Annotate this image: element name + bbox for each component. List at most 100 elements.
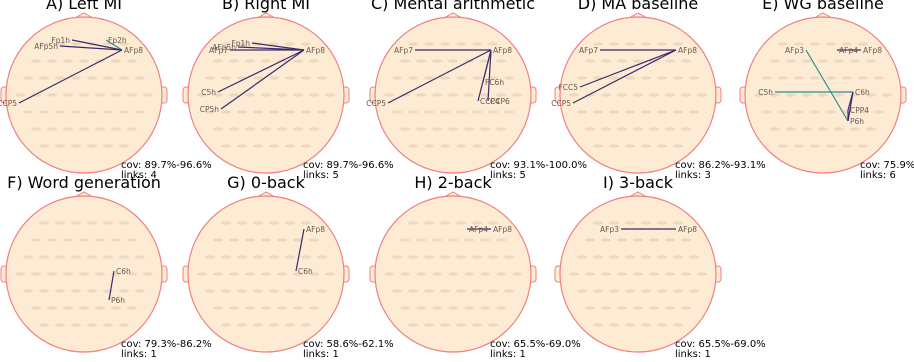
ghost-electrode [31, 272, 41, 276]
ghost-electrode [277, 272, 287, 276]
ghost-electrode [408, 76, 418, 80]
ghost-electrode [261, 238, 271, 242]
ghost-electrode [424, 323, 434, 327]
ghost-electrode [143, 93, 153, 97]
ghost-electrode [392, 255, 402, 259]
connectivity-link [487, 49, 492, 102]
ghost-electrode [593, 144, 603, 148]
ghost-electrode [103, 76, 113, 80]
ghost-electrode [649, 238, 659, 242]
ghost-electrode [71, 221, 81, 225]
ghost-electrode [400, 306, 410, 310]
ghost-electrode [293, 238, 303, 242]
ghost-electrode [39, 144, 49, 148]
ghost-electrode [103, 255, 113, 259]
ghost-electrode [301, 76, 311, 80]
ghost-electrode [480, 306, 490, 310]
panel-title: E) WG baseline [762, 0, 884, 13]
ghost-electrode [31, 306, 41, 310]
ghost-electrode [384, 272, 394, 276]
channel-label: AFp5h [212, 43, 236, 52]
ghost-electrode [496, 93, 506, 97]
ghost-electrode [197, 272, 207, 276]
ghost-electrode [87, 289, 97, 293]
ghost-electrode [585, 127, 595, 131]
ghost-electrode [55, 289, 65, 293]
ghost-electrode [39, 221, 49, 225]
channel-label: AFp3 [785, 46, 804, 55]
ghost-electrode [601, 127, 611, 131]
ghost-electrode [512, 272, 522, 276]
ghost-electrode [119, 42, 129, 46]
ghost-electrode [834, 93, 844, 97]
channel-label: Fp2h [108, 36, 127, 45]
ghost-electrode [79, 93, 89, 97]
ghost-electrode [496, 238, 506, 242]
ghost-electrode [400, 127, 410, 131]
ghost-electrode [285, 42, 295, 46]
connectivity-link [477, 49, 492, 102]
ghost-electrode [55, 110, 65, 114]
ghost-electrode [63, 59, 73, 63]
ghost-electrode [488, 110, 498, 114]
coverage-text: cov: 89.7%-96.6% [303, 160, 394, 171]
ghost-electrode [818, 93, 828, 97]
ghost-electrode [488, 221, 498, 225]
ghost-electrode [778, 76, 788, 80]
ghost-electrode [778, 144, 788, 148]
links-count-text: links: 6 [860, 170, 896, 181]
ghost-electrode [392, 76, 402, 80]
ghost-electrode [277, 127, 287, 131]
ghost-electrode [593, 42, 603, 46]
channel-label: AFp8 [493, 225, 512, 234]
channel-label: AFp4 [469, 225, 488, 234]
ghost-electrode [448, 127, 458, 131]
ghost-electrode [593, 323, 603, 327]
links-count-text: links: 1 [303, 349, 339, 360]
links-count-text: links: 5 [490, 170, 526, 181]
ghost-electrode [111, 93, 121, 97]
ghost-electrode [464, 238, 474, 242]
ghost-electrode [858, 42, 868, 46]
ghost-electrode [213, 59, 223, 63]
ghost-electrode [408, 255, 418, 259]
ghost-electrode [673, 221, 683, 225]
ghost-electrode [601, 93, 611, 97]
ghost-electrode [285, 255, 295, 259]
ghost-electrode [213, 93, 223, 97]
ghost-electrode [79, 238, 89, 242]
connectivity-link [71, 39, 123, 51]
ghost-electrode [261, 306, 271, 310]
ghost-electrode [79, 306, 89, 310]
ghost-electrode [770, 127, 780, 131]
ghost-electrode [641, 255, 651, 259]
ghost-electrode [504, 110, 514, 114]
ghost-electrode [649, 272, 659, 276]
ghost-electrode [641, 323, 651, 327]
channel-label: CCP6 [490, 97, 510, 106]
ghost-electrode [127, 93, 137, 97]
ghost-electrode [810, 110, 820, 114]
ghost-electrode [609, 289, 619, 293]
ghost-electrode [245, 238, 255, 242]
ghost-electrode [424, 42, 434, 46]
ghost-electrode [866, 59, 876, 63]
ghost-electrode [657, 110, 667, 114]
ghost-electrode [874, 76, 884, 80]
ghost-electrode [641, 289, 651, 293]
links-count-text: links: 3 [675, 170, 711, 181]
ghost-electrode [826, 144, 836, 148]
ghost-electrode [625, 76, 635, 80]
ghost-electrode [103, 110, 113, 114]
ghost-electrode [237, 42, 247, 46]
ghost-electrode [673, 323, 683, 327]
ghost-electrode [245, 59, 255, 63]
ghost-electrode [309, 238, 319, 242]
ghost-electrode [786, 127, 796, 131]
ghost-electrode [119, 110, 129, 114]
ghost-electrode [601, 238, 611, 242]
channel-label: AFp8 [306, 46, 325, 55]
ghost-electrode [617, 272, 627, 276]
ghost-electrode [205, 289, 215, 293]
